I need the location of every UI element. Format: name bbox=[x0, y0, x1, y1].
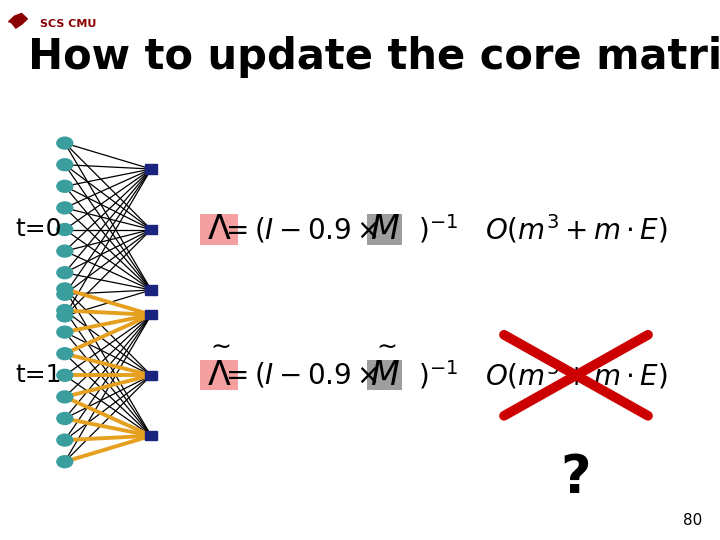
Text: ?: ? bbox=[561, 452, 591, 504]
Text: $\sim$: $\sim$ bbox=[372, 334, 397, 357]
Circle shape bbox=[57, 159, 73, 171]
Text: $O(m^3 + m \cdot E)$: $O(m^3 + m \cdot E)$ bbox=[485, 359, 667, 392]
Circle shape bbox=[57, 434, 73, 446]
Text: t=0: t=0 bbox=[16, 218, 63, 241]
Circle shape bbox=[57, 456, 73, 468]
Circle shape bbox=[57, 326, 73, 338]
FancyBboxPatch shape bbox=[367, 360, 402, 390]
Text: 80: 80 bbox=[683, 513, 702, 528]
Circle shape bbox=[57, 348, 73, 360]
Text: $M$: $M$ bbox=[369, 213, 400, 246]
Circle shape bbox=[57, 305, 73, 316]
FancyBboxPatch shape bbox=[200, 214, 238, 245]
Text: $)^{-1}$: $)^{-1}$ bbox=[418, 213, 458, 246]
Text: $M$: $M$ bbox=[369, 359, 400, 392]
Circle shape bbox=[57, 245, 73, 257]
Polygon shape bbox=[9, 14, 27, 28]
Text: SCS CMU: SCS CMU bbox=[40, 19, 96, 29]
Circle shape bbox=[57, 288, 73, 300]
Text: $= (I - 0.9 \times$: $= (I - 0.9 \times$ bbox=[220, 215, 378, 244]
Text: $\Lambda$: $\Lambda$ bbox=[207, 359, 231, 392]
Circle shape bbox=[57, 369, 73, 381]
FancyBboxPatch shape bbox=[145, 285, 158, 295]
Circle shape bbox=[57, 224, 73, 235]
FancyBboxPatch shape bbox=[145, 370, 158, 380]
Circle shape bbox=[57, 267, 73, 279]
Circle shape bbox=[57, 413, 73, 424]
Text: $\sim$: $\sim$ bbox=[207, 334, 231, 357]
Text: t=1: t=1 bbox=[16, 363, 63, 387]
Text: $)^{-1}$: $)^{-1}$ bbox=[418, 359, 458, 392]
FancyBboxPatch shape bbox=[200, 360, 238, 390]
Text: $O(m^3 + m \cdot E)$: $O(m^3 + m \cdot E)$ bbox=[485, 213, 667, 246]
FancyBboxPatch shape bbox=[145, 310, 158, 320]
Circle shape bbox=[57, 137, 73, 149]
FancyBboxPatch shape bbox=[145, 431, 158, 441]
Circle shape bbox=[57, 391, 73, 403]
Text: Q:  How to update the core matrix?: Q: How to update the core matrix? bbox=[0, 36, 720, 78]
FancyBboxPatch shape bbox=[145, 164, 158, 174]
Circle shape bbox=[57, 202, 73, 214]
Circle shape bbox=[57, 283, 73, 295]
FancyBboxPatch shape bbox=[145, 225, 158, 234]
Text: $\Lambda$: $\Lambda$ bbox=[207, 213, 231, 246]
Circle shape bbox=[57, 180, 73, 192]
FancyBboxPatch shape bbox=[367, 214, 402, 245]
Circle shape bbox=[57, 310, 73, 322]
Text: $= (I - 0.9 \times$: $= (I - 0.9 \times$ bbox=[220, 361, 378, 390]
